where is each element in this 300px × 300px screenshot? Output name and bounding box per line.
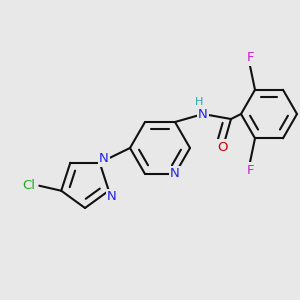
Text: O: O: [218, 140, 228, 154]
Text: F: F: [246, 164, 254, 177]
Text: H: H: [195, 97, 203, 107]
Text: N: N: [107, 190, 117, 203]
Text: F: F: [246, 51, 254, 64]
Text: N: N: [170, 167, 180, 181]
Text: Cl: Cl: [23, 179, 36, 192]
Text: N: N: [99, 152, 109, 165]
Text: N: N: [198, 107, 208, 121]
